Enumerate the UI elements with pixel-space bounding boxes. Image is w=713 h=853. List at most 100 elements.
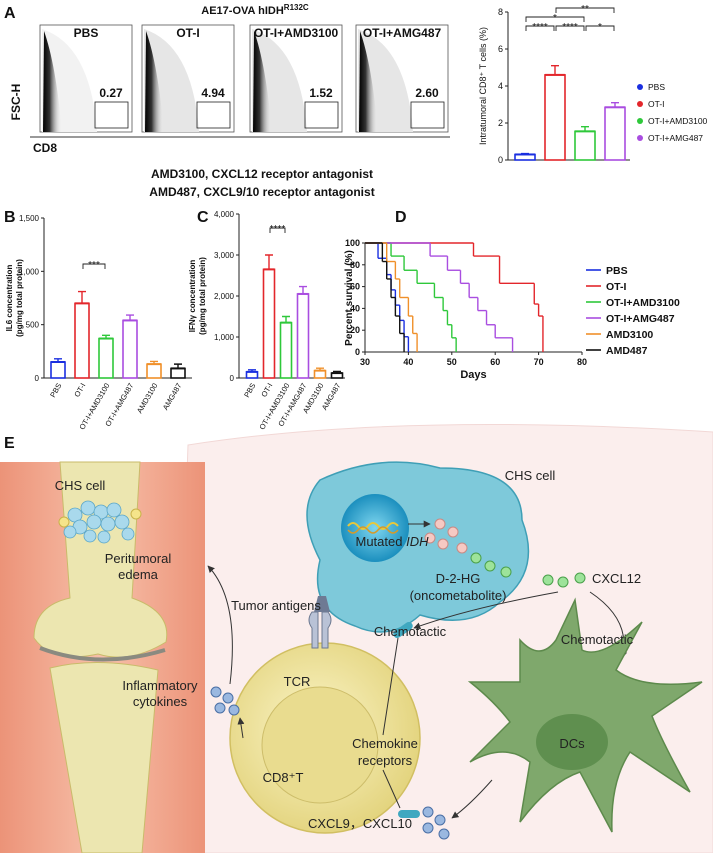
y-axis-label: IL6 concentration <box>5 265 14 332</box>
y-tick-label: 20 <box>350 325 360 335</box>
y-tick-label: 1,000 <box>19 267 40 276</box>
flow-density <box>359 31 378 132</box>
flow-title-superscript: R132C <box>284 3 309 12</box>
bar-mean-line <box>297 292 309 295</box>
significance-label: **** <box>270 224 286 235</box>
x-tick-label: OT-I <box>72 381 87 398</box>
error-bar <box>282 315 290 323</box>
legend-label: AMD3100 <box>606 329 653 341</box>
flow-x-label: CD8 <box>33 141 57 155</box>
bar-mean-line <box>314 369 326 372</box>
bar-mean-line <box>99 337 113 340</box>
y-tick-label: 6 <box>498 44 503 54</box>
y-axis-label: IFNγ concentration <box>188 260 197 333</box>
diagram-label: CXCL12 <box>592 571 641 586</box>
diagram-label: TCR <box>284 674 311 689</box>
diagram-label: Peritumoral edema <box>105 551 172 582</box>
flow-gate-value: 2.60 <box>415 86 439 100</box>
error-bar <box>299 285 307 294</box>
flow-density <box>145 31 164 132</box>
bar-mean-line <box>147 363 161 366</box>
significance-bracket <box>555 7 615 13</box>
diagram-label-line: Inflammatory <box>122 678 198 693</box>
legend-label: OT-I <box>606 281 626 293</box>
y-tick-label: 60 <box>350 282 360 292</box>
significance-label: * <box>553 13 557 24</box>
bar-mean-line <box>263 268 275 271</box>
significance-bracket <box>269 227 286 233</box>
diagram-art <box>0 423 713 853</box>
significance-bracket <box>525 16 585 22</box>
y-tick-label: 3,000 <box>214 251 235 260</box>
x-tick-label: PBS <box>48 381 63 399</box>
flow-column-label: PBS <box>74 26 99 40</box>
significance-bracket <box>585 25 615 31</box>
diagram-label: DCs <box>559 736 585 751</box>
significance-bracket <box>82 263 106 269</box>
bar <box>262 268 276 379</box>
y-tick-label: 1,000 <box>214 333 235 342</box>
bar <box>50 361 66 379</box>
x-tick-label: PBS <box>242 381 257 399</box>
y-axis-label: Intratumoral CD8⁺ T cells (%) <box>478 27 488 145</box>
x-tick-label: OT-I <box>259 381 274 398</box>
legend-label: OT-I+AMD3100 <box>606 297 680 309</box>
flow-note: AMD3100, CXCL12 receptor antagonist <box>151 167 373 181</box>
y-axis-label: (pg/mg total protein) <box>15 259 24 337</box>
x-tick-label: 50 <box>447 357 457 367</box>
bar-mean-line <box>605 106 625 109</box>
flow-title: AE17-OVA hIDHR132C <box>201 3 309 18</box>
flow-gate-value: 0.27 <box>99 86 123 100</box>
significance-label: *** <box>88 260 100 271</box>
bar-mean-line <box>515 153 535 156</box>
flow-column-label: OT-I+AMD3100 <box>254 26 339 40</box>
diagram-label-line: Chemokine <box>352 736 418 751</box>
y-tick-label: 0 <box>355 347 360 357</box>
x-tick-label: 70 <box>534 357 544 367</box>
diagram-label: CHS cell <box>505 468 556 483</box>
flow-gate <box>196 101 231 129</box>
x-axis-label: Days <box>460 369 486 381</box>
y-tick-label: 8 <box>498 7 503 17</box>
flow-gate <box>94 101 129 129</box>
panel-label: A <box>4 5 16 22</box>
y-tick-label: 4 <box>498 81 503 91</box>
x-tick-label: AMD3100 <box>135 381 159 414</box>
diagram-label-line: D-2-HG <box>436 571 481 586</box>
diagram-label: CD8⁺T <box>263 770 304 785</box>
diagram-label: D-2-HG (oncometabolite) <box>410 571 507 603</box>
bar <box>170 367 186 379</box>
bar-mean-line <box>575 130 595 133</box>
significance-label: * <box>598 22 602 33</box>
flow-density <box>253 31 272 132</box>
diagram-label: CHS cell <box>55 478 106 493</box>
legend-label: OT-I+AMG487 <box>648 133 703 143</box>
diagram-label: Mutated IDH <box>356 534 430 549</box>
error-bar <box>78 290 86 304</box>
flow-gate <box>304 101 339 129</box>
flow-title-main: AE17-OVA hIDH <box>201 5 284 17</box>
y-tick-label: 500 <box>26 321 40 330</box>
panel-label: D <box>395 209 407 226</box>
panel-label: E <box>4 435 15 452</box>
flow-gate <box>410 101 445 129</box>
x-tick-label: 80 <box>577 357 587 367</box>
flow-gate-value: 1.52 <box>309 86 333 100</box>
legend-marker <box>637 101 643 107</box>
flow-note: AMD487, CXCL9/10 receptor antagonist <box>149 185 374 199</box>
flow-column-label: OT-I <box>176 26 199 40</box>
y-tick-label: 0 <box>230 374 235 383</box>
panel-label: B <box>4 209 16 226</box>
significance-bracket <box>525 25 555 31</box>
y-tick-label: 80 <box>350 260 360 270</box>
diagram-label: Inflammatory cytokines <box>122 678 198 709</box>
diagram-label-line: Peritumoral <box>105 551 172 566</box>
bar-mean-line <box>171 367 185 370</box>
error-bar <box>551 64 559 75</box>
diagram-label: Chemokine receptors <box>352 736 418 768</box>
bar <box>98 337 114 379</box>
diagram-label-part: IDH <box>406 534 429 549</box>
bar <box>146 363 162 379</box>
